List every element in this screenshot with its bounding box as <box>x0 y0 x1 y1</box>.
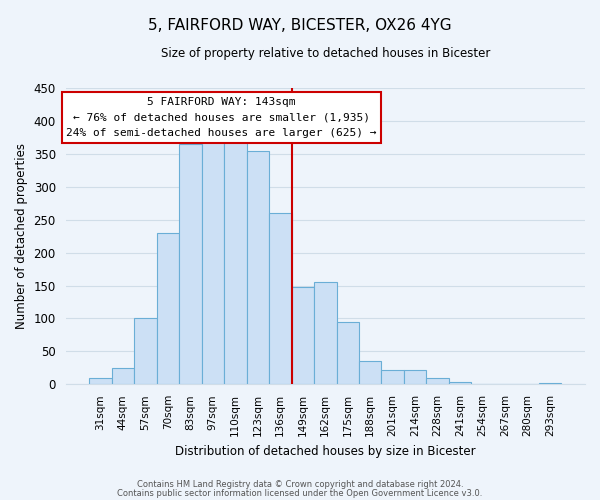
Bar <box>134 318 157 384</box>
Text: 5, FAIRFORD WAY, BICESTER, OX26 4YG: 5, FAIRFORD WAY, BICESTER, OX26 4YG <box>148 18 452 32</box>
Bar <box>157 233 179 384</box>
Text: 5 FAIRFORD WAY: 143sqm
← 76% of detached houses are smaller (1,935)
24% of semi-: 5 FAIRFORD WAY: 143sqm ← 76% of detached… <box>66 97 377 138</box>
X-axis label: Distribution of detached houses by size in Bicester: Distribution of detached houses by size … <box>175 444 476 458</box>
Bar <box>314 282 337 384</box>
Bar <box>224 140 247 384</box>
Bar <box>427 378 449 384</box>
Bar <box>539 383 562 384</box>
Bar <box>202 140 224 384</box>
Bar <box>292 287 314 384</box>
Bar <box>179 144 202 384</box>
Bar <box>382 370 404 384</box>
Y-axis label: Number of detached properties: Number of detached properties <box>15 143 28 329</box>
Bar <box>404 370 427 384</box>
Bar <box>337 322 359 384</box>
Text: Contains public sector information licensed under the Open Government Licence v3: Contains public sector information licen… <box>118 488 482 498</box>
Bar <box>269 213 292 384</box>
Bar <box>112 368 134 384</box>
Bar <box>89 378 112 384</box>
Bar <box>449 382 472 384</box>
Bar <box>247 150 269 384</box>
Bar <box>359 362 382 384</box>
Title: Size of property relative to detached houses in Bicester: Size of property relative to detached ho… <box>161 48 490 60</box>
Text: Contains HM Land Registry data © Crown copyright and database right 2024.: Contains HM Land Registry data © Crown c… <box>137 480 463 489</box>
